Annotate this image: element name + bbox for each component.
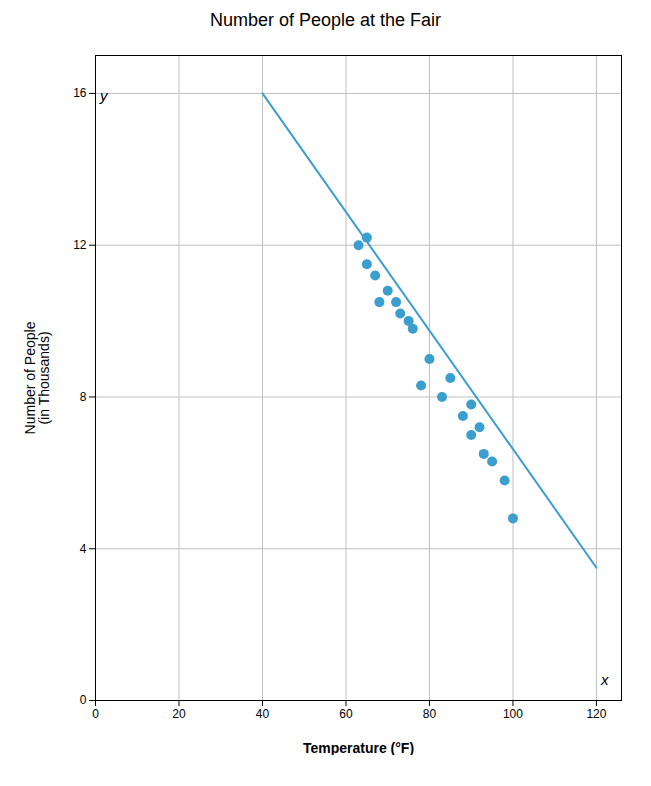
svg-text:4: 4: [80, 542, 87, 556]
svg-text:12: 12: [73, 238, 87, 252]
svg-text:Temperature (°F): Temperature (°F): [303, 740, 414, 756]
svg-text:0: 0: [80, 693, 87, 707]
html-text:Number of People at the Fair: Number of People at the Fair: [209, 10, 442, 30]
svg-text:x: x: [600, 671, 609, 688]
svg-text:y: y: [99, 87, 109, 104]
svg-text:20: 20: [172, 707, 186, 721]
svg-text:8: 8: [80, 390, 87, 404]
svg-text:80: 80: [423, 707, 437, 721]
svg-text:100: 100: [503, 707, 523, 721]
svg-text:Number of People(in Thousands): Number of People(in Thousands): [22, 321, 52, 434]
svg-text:60: 60: [339, 707, 353, 721]
svg-text:40: 40: [256, 707, 270, 721]
svg-text:16: 16: [73, 86, 87, 100]
svg-text:0: 0: [92, 707, 99, 721]
svg-text:120: 120: [586, 707, 606, 721]
